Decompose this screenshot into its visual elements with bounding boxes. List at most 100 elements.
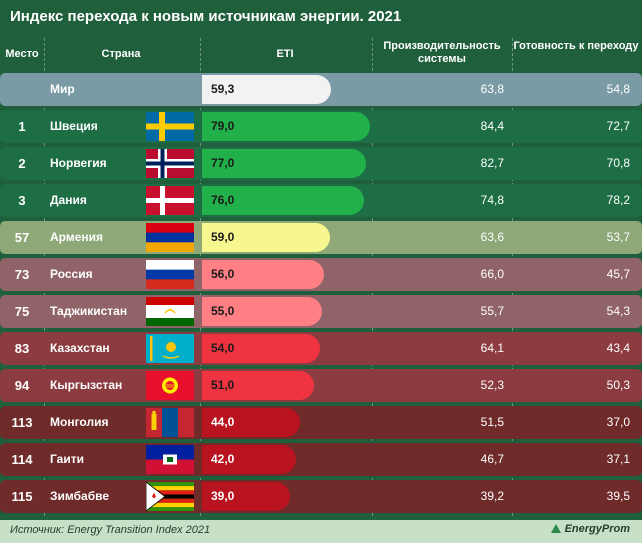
russia-flag-icon [146,260,194,289]
kazakhstan-flag-icon [146,334,194,363]
readiness-cell: 72,7 [606,119,630,133]
performance-cell: 46,7 [480,452,504,466]
table-header: Место Страна ETI Производительность сист… [0,36,642,72]
rank-cell: 115 [11,489,33,504]
readiness-cell: 39,5 [606,489,630,503]
eti-bar [202,297,322,326]
energyprom-logo: EnergyProm [550,523,630,535]
readiness-cell: 54,3 [606,304,630,318]
country-cell: Россия [50,267,93,281]
performance-cell: 55,7 [480,304,504,318]
readiness-cell: 43,4 [606,341,630,355]
chart-title: Индекс перехода к новым источникам энерг… [10,8,402,25]
table-row: 2 Норвегия 77,0 82,7 70,8 [0,147,642,180]
performance-cell: 64,1 [480,341,504,355]
kyrgyzstan-flag-icon [146,371,194,400]
eti-bar [202,75,331,104]
performance-cell: 63,6 [480,230,504,244]
logo-icon [550,524,561,534]
readiness-cell: 50,3 [606,378,630,392]
zimbabwe-flag-icon [146,482,194,511]
sweden-flag-icon [146,112,194,141]
rank-cell: 73 [14,267,30,282]
readiness-cell: 37,0 [606,415,630,429]
readiness-cell: 70,8 [606,156,630,170]
header-readiness: Готовность к переходу [513,40,639,52]
readiness-cell: 37,1 [606,452,630,466]
country-cell: Казахстан [50,341,110,355]
header-country: Страна [101,48,141,60]
table-row: 75 Таджикистан 55,0 55,7 54,3 [0,295,642,328]
country-cell: Таджикистан [50,304,128,318]
header-eti: ETI [276,48,294,60]
eti-value-label: 59,0 [211,230,235,244]
performance-cell: 52,3 [480,378,504,392]
eti-bar [202,112,370,141]
table-row: 73 Россия 56,0 66,0 45,7 [0,258,642,291]
eti-value-label: 76,0 [211,193,235,207]
country-cell: Гаити [50,452,84,466]
eti-value-label: 51,0 [211,378,235,392]
performance-cell: 84,4 [480,119,504,133]
rank-cell: 94 [14,378,30,393]
haiti-flag-icon [146,445,194,474]
performance-cell: 74,8 [480,193,504,207]
country-cell: Дания [50,193,87,207]
eti-bar [202,186,364,215]
table-row: 115 Зимбабве 39,0 39,2 39,5 [0,480,642,513]
country-cell: Мир [50,82,75,96]
readiness-cell: 78,2 [606,193,630,207]
eti-value-label: 54,0 [211,341,235,355]
eti-value-label: 39,0 [211,489,235,503]
country-cell: Швеция [50,119,98,133]
eti-bar [202,149,366,178]
table-row: 83 Казахстан 54,0 64,1 43,4 [0,332,642,365]
performance-cell: 51,5 [480,415,504,429]
eti-bar [202,334,320,363]
eti-value-label: 56,0 [211,267,235,281]
country-cell: Норвегия [50,156,107,170]
table-row: 113 Монголия 44,0 51,5 37,0 [0,406,642,439]
country-cell: Зимбабве [50,489,110,503]
source-note: Источник: Energy Transition Index 2021 [10,524,211,536]
eti-value-label: 55,0 [211,304,235,318]
eti-value-label: 59,3 [211,82,235,96]
rank-cell: 3 [18,193,26,208]
rank-cell: 83 [14,341,30,356]
rank-cell: 113 [11,415,33,430]
rank-cell [0,73,44,106]
readiness-cell: 54,8 [606,82,630,96]
country-cell: Армения [50,230,104,244]
readiness-cell: 45,7 [606,267,630,281]
tajikistan-flag-icon [146,297,194,326]
readiness-cell: 53,7 [606,230,630,244]
eti-bar [202,408,300,437]
eti-value-label: 79,0 [211,119,235,133]
performance-cell: 66,0 [480,267,504,281]
table-row: 57 Армения 59,0 63,6 53,7 [0,221,642,254]
table-row: 1 Швеция 79,0 84,4 72,7 [0,110,642,143]
eti-bar [202,445,296,474]
country-cell: Монголия [50,415,109,429]
eti-value-label: 44,0 [211,415,235,429]
performance-cell: 63,8 [480,82,504,96]
rank-cell: 114 [11,452,33,467]
eti-bar [202,223,330,252]
footer: Источник: Energy Transition Index 2021 E… [0,520,642,543]
eti-bar [202,482,290,511]
rank-cell: 75 [14,304,30,319]
table-row: Мир 59,3 63,8 54,8 [0,73,642,106]
eti-value-label: 77,0 [211,156,235,170]
table-row: 94 Кыргызстан 51,0 52,3 50,3 [0,369,642,402]
rank-cell: 57 [14,230,30,245]
armenia-flag-icon [146,223,194,252]
performance-cell: 82,7 [480,156,504,170]
country-cell: Кыргызстан [50,378,123,392]
rank-cell: 2 [18,156,26,171]
denmark-flag-icon [146,186,194,215]
header-rank: Место [5,48,39,60]
table-row: 3 Дания 76,0 74,8 78,2 [0,184,642,217]
performance-cell: 39,2 [480,489,504,503]
rank-cell: 1 [18,119,26,134]
norway-flag-icon [146,149,194,178]
